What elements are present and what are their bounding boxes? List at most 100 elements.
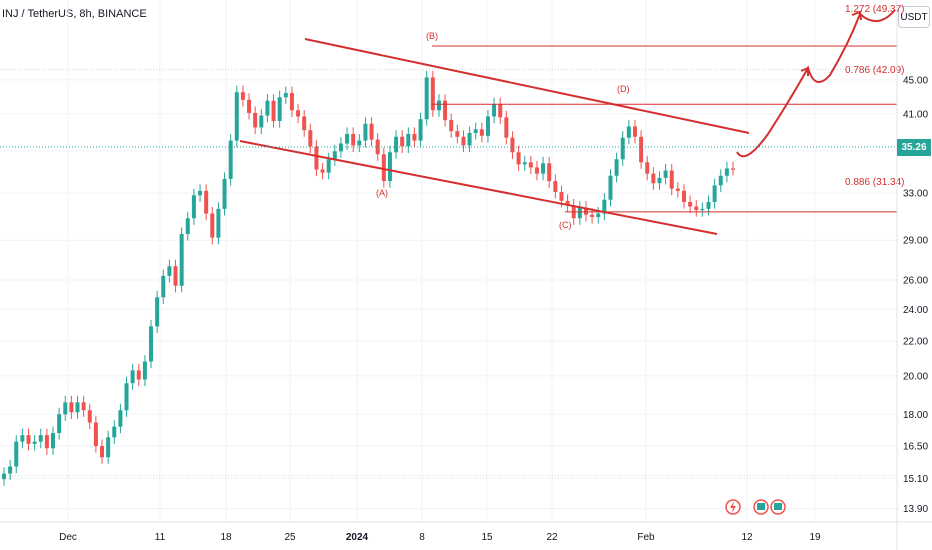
candle-body — [369, 123, 374, 140]
dividends-glyph-icon — [774, 503, 782, 510]
x-tick-label: 15 — [481, 532, 493, 543]
candle-body — [632, 126, 637, 137]
candle-body — [694, 206, 699, 211]
event-icons[interactable] — [725, 499, 786, 515]
candle-body — [326, 159, 331, 173]
candle-body — [338, 143, 343, 152]
candle-body — [492, 104, 497, 117]
candle-body — [63, 402, 68, 415]
candle-body — [522, 162, 527, 165]
candle-body — [394, 136, 399, 153]
y-tick-label: 15.10 — [903, 474, 928, 485]
lightning-glyph-icon — [730, 501, 736, 513]
candle-body — [400, 136, 405, 147]
candle-body — [645, 162, 650, 174]
candle-body — [75, 402, 80, 413]
candle-body — [461, 136, 466, 146]
candle-body — [406, 133, 411, 147]
projection-arrow-2 — [851, 10, 862, 21]
time-axis[interactable]: Dec 11 18 25 2024 8 15 22 Feb 12 19 — [59, 532, 821, 543]
candle-body — [688, 201, 693, 207]
candle-body — [57, 414, 62, 434]
x-tick-label: 2024 — [346, 532, 369, 543]
candle-body — [136, 370, 141, 380]
candle-body — [173, 266, 178, 286]
candle-body — [424, 77, 429, 120]
candle-body — [381, 154, 386, 182]
candle-body — [357, 140, 362, 146]
currency-unit-button[interactable]: USDT — [898, 6, 930, 28]
candle-body — [626, 126, 631, 138]
candle-body — [590, 214, 595, 218]
candle-body — [473, 129, 478, 133]
y-tick-label: 26.00 — [903, 276, 928, 287]
candle-body — [663, 170, 668, 178]
candle-body — [106, 437, 111, 458]
candle-body — [210, 213, 215, 238]
candle-body — [583, 207, 588, 215]
candle-body — [436, 100, 441, 111]
candle-body — [534, 167, 539, 174]
candle-body — [81, 402, 86, 411]
candle-body — [706, 201, 711, 209]
projection-curve — [736, 9, 896, 158]
fib-level-1272-label: 1.272 (49.37) — [845, 4, 905, 15]
candle-body — [112, 426, 117, 438]
x-tick-label: 12 — [741, 532, 753, 543]
candle-body — [253, 112, 258, 128]
candle-body — [161, 275, 166, 298]
candle-body — [731, 168, 735, 170]
candle-body — [375, 139, 380, 155]
x-tick-label: 11 — [155, 532, 166, 543]
candle-body — [155, 297, 160, 327]
candle-body — [130, 370, 135, 384]
drawings-layer: 1.272 (49.37) 0.786 (42.09) 0.886 (31.34… — [239, 4, 905, 235]
candle-body — [228, 140, 233, 179]
candle-body — [681, 190, 686, 202]
candle-body — [32, 441, 37, 444]
x-tick-label: 19 — [809, 532, 821, 543]
candle-body — [516, 152, 521, 165]
candle-body — [100, 446, 105, 458]
candle-body — [118, 410, 123, 427]
candle-body — [265, 100, 270, 116]
y-tick-label: 45.00 — [903, 75, 928, 86]
candle-body — [234, 92, 239, 141]
candle-body — [320, 169, 325, 173]
candle-body — [553, 181, 558, 192]
x-tick-label: Feb — [637, 532, 655, 543]
candle-body — [289, 93, 294, 111]
candle-body — [669, 170, 674, 189]
candle-body — [602, 199, 607, 214]
candle-body — [449, 120, 454, 132]
candle-body — [283, 93, 288, 98]
candle-body — [577, 207, 582, 219]
channel-upper-line — [304, 38, 750, 134]
candle-body — [93, 422, 98, 447]
candle-body — [277, 97, 282, 121]
candle-body — [167, 266, 172, 276]
current-price-tag: 35.26 — [897, 139, 931, 156]
candle-body — [547, 163, 552, 182]
candles-layer — [2, 70, 735, 486]
y-tick-label: 22.00 — [903, 337, 928, 348]
candle-body — [565, 200, 570, 206]
x-tick-label: Dec — [59, 532, 77, 543]
earnings-glyph-icon — [757, 503, 765, 510]
candle-body — [124, 383, 129, 411]
candle-body — [198, 190, 203, 196]
candle-body — [142, 361, 147, 380]
candle-body — [302, 116, 307, 131]
candle-body — [387, 152, 392, 182]
x-tick-label: 18 — [220, 532, 232, 543]
candle-body — [608, 175, 613, 200]
candle-body — [510, 137, 515, 153]
candle-body — [430, 77, 435, 111]
candle-body — [351, 133, 356, 146]
chart-title: INJ / TetherUS, 8h, BINANCE — [2, 8, 147, 20]
y-tick-label: 24.00 — [903, 305, 928, 316]
y-tick-label: 33.00 — [903, 189, 928, 200]
candle-body — [504, 117, 509, 138]
candle-body — [69, 402, 74, 413]
